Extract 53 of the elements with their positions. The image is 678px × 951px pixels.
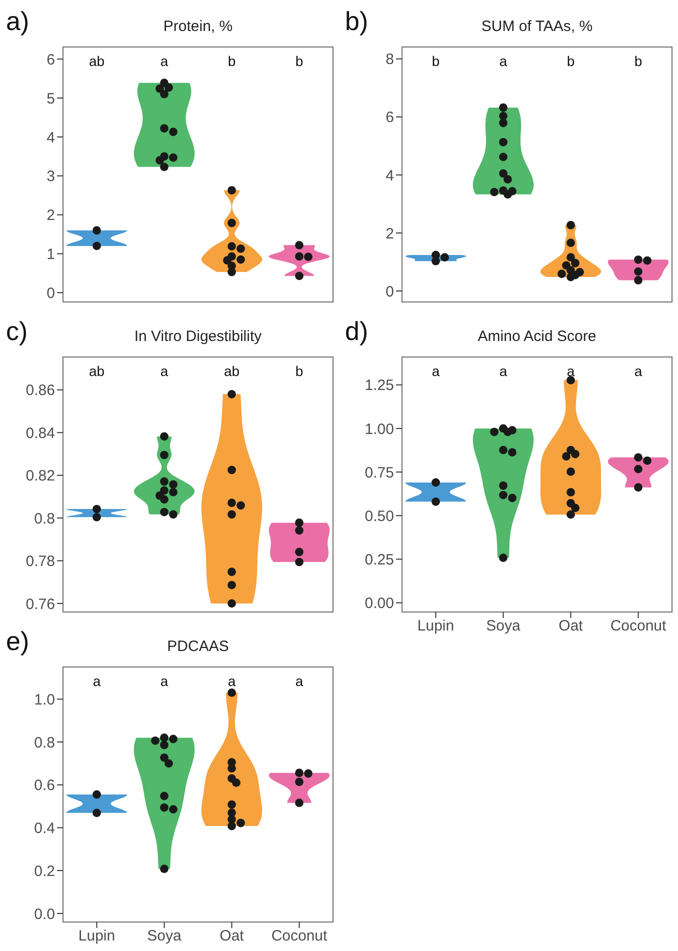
y-tick-label: 1.0: [34, 691, 55, 708]
y-tick-label: 6: [386, 109, 394, 126]
y-tick-label: 0.84: [26, 424, 55, 442]
text: e): [6, 626, 30, 657]
y-tick-label: 0.86: [26, 382, 55, 400]
x-tick-label: Soya: [147, 928, 182, 945]
y-tick-label: 4: [386, 167, 394, 184]
y-tick-label: 1: [46, 246, 55, 264]
x-tick-label: Lupin: [417, 618, 454, 635]
y-tick-label: 0: [46, 284, 55, 302]
x-tick-label: Lupin: [78, 928, 116, 945]
x-tick-label: Oat: [558, 618, 584, 635]
y-tick-label: 5: [46, 90, 55, 108]
y-tick-label: 0.2: [34, 862, 55, 880]
y-tick-label: 0.75: [364, 464, 394, 482]
x-tick-label: Coconut: [610, 618, 668, 635]
y-tick-label: 0.76: [26, 596, 55, 613]
y-tick-label: 0.50: [364, 508, 394, 525]
x-tick-label: Oat: [220, 928, 245, 945]
y-tick-label: 2: [386, 225, 394, 242]
text: b a b b: [432, 53, 642, 69]
chart-title: Amino Acid Score: [476, 328, 598, 345]
text: ab a b b: [88, 53, 304, 69]
y-tick-label: 0.00: [364, 595, 394, 612]
text: b): [345, 6, 368, 37]
y-tick-label: 0.78: [26, 553, 55, 570]
text: d): [345, 316, 368, 347]
y-tick-label: 4: [46, 129, 55, 146]
chart-title: PDCAAS: [166, 638, 230, 655]
y-tick-label: 0.0: [34, 906, 55, 923]
chart-title: Protein, %: [162, 18, 234, 35]
y-tick-label: 6: [46, 51, 55, 68]
y-tick-label: 0.82: [26, 468, 55, 485]
chart-title: In Vitro Digestibility: [133, 328, 263, 345]
y-tick-label: 3: [46, 168, 55, 186]
text: a a a a: [92, 673, 304, 689]
text: ab a ab b: [88, 363, 304, 379]
y-tick-label: 0.25: [364, 552, 394, 569]
y-tick-label: 2: [46, 207, 55, 224]
y-tick-label: 0.8: [34, 510, 55, 528]
text: a a a a: [432, 363, 642, 379]
y-tick-label: 0.4: [34, 820, 55, 838]
text: a): [6, 6, 30, 37]
y-tick-label: 0.8: [34, 734, 55, 752]
y-tick-label: 1.00: [364, 420, 394, 438]
y-tick-label: 1.25: [364, 377, 394, 394]
x-tick-label: Soya: [486, 618, 521, 635]
y-tick-label: 0.6: [34, 777, 55, 794]
chart-title: SUM of TAAs, %: [480, 18, 594, 35]
text: c): [6, 316, 28, 347]
y-tick-label: 8: [386, 51, 394, 68]
x-tick-label: Coconut: [271, 928, 328, 945]
y-tick-label: 0: [386, 283, 394, 300]
